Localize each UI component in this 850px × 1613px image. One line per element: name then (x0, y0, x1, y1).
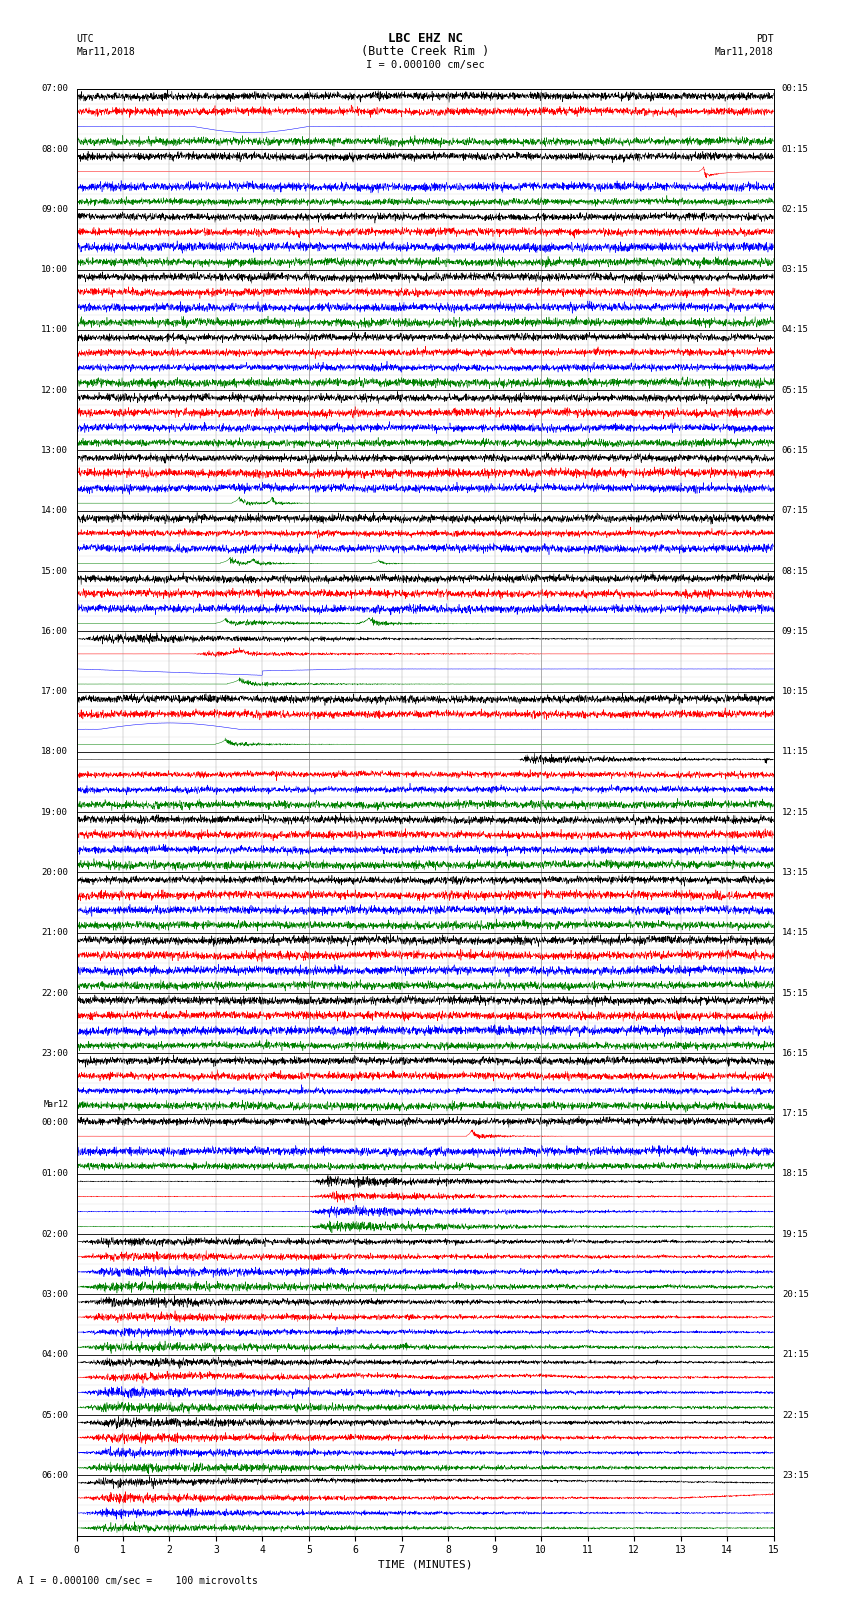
Text: 23:00: 23:00 (42, 1048, 68, 1058)
Text: 11:15: 11:15 (782, 747, 808, 756)
Text: 14:00: 14:00 (42, 506, 68, 515)
Text: 18:15: 18:15 (782, 1169, 808, 1179)
Text: 01:15: 01:15 (782, 145, 808, 153)
Text: 19:00: 19:00 (42, 808, 68, 816)
X-axis label: TIME (MINUTES): TIME (MINUTES) (377, 1560, 473, 1569)
Text: 16:00: 16:00 (42, 627, 68, 636)
Text: 21:15: 21:15 (782, 1350, 808, 1360)
Text: 11:00: 11:00 (42, 326, 68, 334)
Text: 14:15: 14:15 (782, 927, 808, 937)
Text: Mar12: Mar12 (43, 1100, 68, 1110)
Text: 22:00: 22:00 (42, 989, 68, 997)
Text: 00:15: 00:15 (782, 84, 808, 94)
Text: 10:00: 10:00 (42, 265, 68, 274)
Text: 00:00: 00:00 (42, 1118, 68, 1127)
Text: 09:00: 09:00 (42, 205, 68, 215)
Text: Mar11,2018: Mar11,2018 (76, 47, 135, 56)
Text: LBC EHZ NC: LBC EHZ NC (388, 32, 462, 45)
Text: 16:15: 16:15 (782, 1048, 808, 1058)
Text: 17:15: 17:15 (782, 1110, 808, 1118)
Text: 06:00: 06:00 (42, 1471, 68, 1479)
Text: 22:15: 22:15 (782, 1410, 808, 1419)
Text: A I = 0.000100 cm/sec =    100 microvolts: A I = 0.000100 cm/sec = 100 microvolts (17, 1576, 258, 1586)
Text: 13:15: 13:15 (782, 868, 808, 877)
Text: 12:00: 12:00 (42, 386, 68, 395)
Text: 03:00: 03:00 (42, 1290, 68, 1298)
Text: UTC: UTC (76, 34, 94, 44)
Text: 21:00: 21:00 (42, 927, 68, 937)
Text: 20:15: 20:15 (782, 1290, 808, 1298)
Text: PDT: PDT (756, 34, 774, 44)
Text: 01:00: 01:00 (42, 1169, 68, 1179)
Text: 02:15: 02:15 (782, 205, 808, 215)
Text: 23:15: 23:15 (782, 1471, 808, 1479)
Text: 07:15: 07:15 (782, 506, 808, 515)
Text: 05:15: 05:15 (782, 386, 808, 395)
Text: Mar11,2018: Mar11,2018 (715, 47, 774, 56)
Text: 12:15: 12:15 (782, 808, 808, 816)
Text: 08:15: 08:15 (782, 566, 808, 576)
Text: 04:00: 04:00 (42, 1350, 68, 1360)
Text: 09:15: 09:15 (782, 627, 808, 636)
Text: (Butte Creek Rim ): (Butte Creek Rim ) (361, 45, 489, 58)
Text: 15:15: 15:15 (782, 989, 808, 997)
Text: 05:00: 05:00 (42, 1410, 68, 1419)
Text: 04:15: 04:15 (782, 326, 808, 334)
Text: 08:00: 08:00 (42, 145, 68, 153)
Text: 10:15: 10:15 (782, 687, 808, 697)
Text: 07:00: 07:00 (42, 84, 68, 94)
Text: 19:15: 19:15 (782, 1229, 808, 1239)
Text: 13:00: 13:00 (42, 445, 68, 455)
Text: 06:15: 06:15 (782, 445, 808, 455)
Text: 15:00: 15:00 (42, 566, 68, 576)
Text: I = 0.000100 cm/sec: I = 0.000100 cm/sec (366, 60, 484, 69)
Text: 18:00: 18:00 (42, 747, 68, 756)
Text: 20:00: 20:00 (42, 868, 68, 877)
Text: 17:00: 17:00 (42, 687, 68, 697)
Text: 02:00: 02:00 (42, 1229, 68, 1239)
Text: 03:15: 03:15 (782, 265, 808, 274)
